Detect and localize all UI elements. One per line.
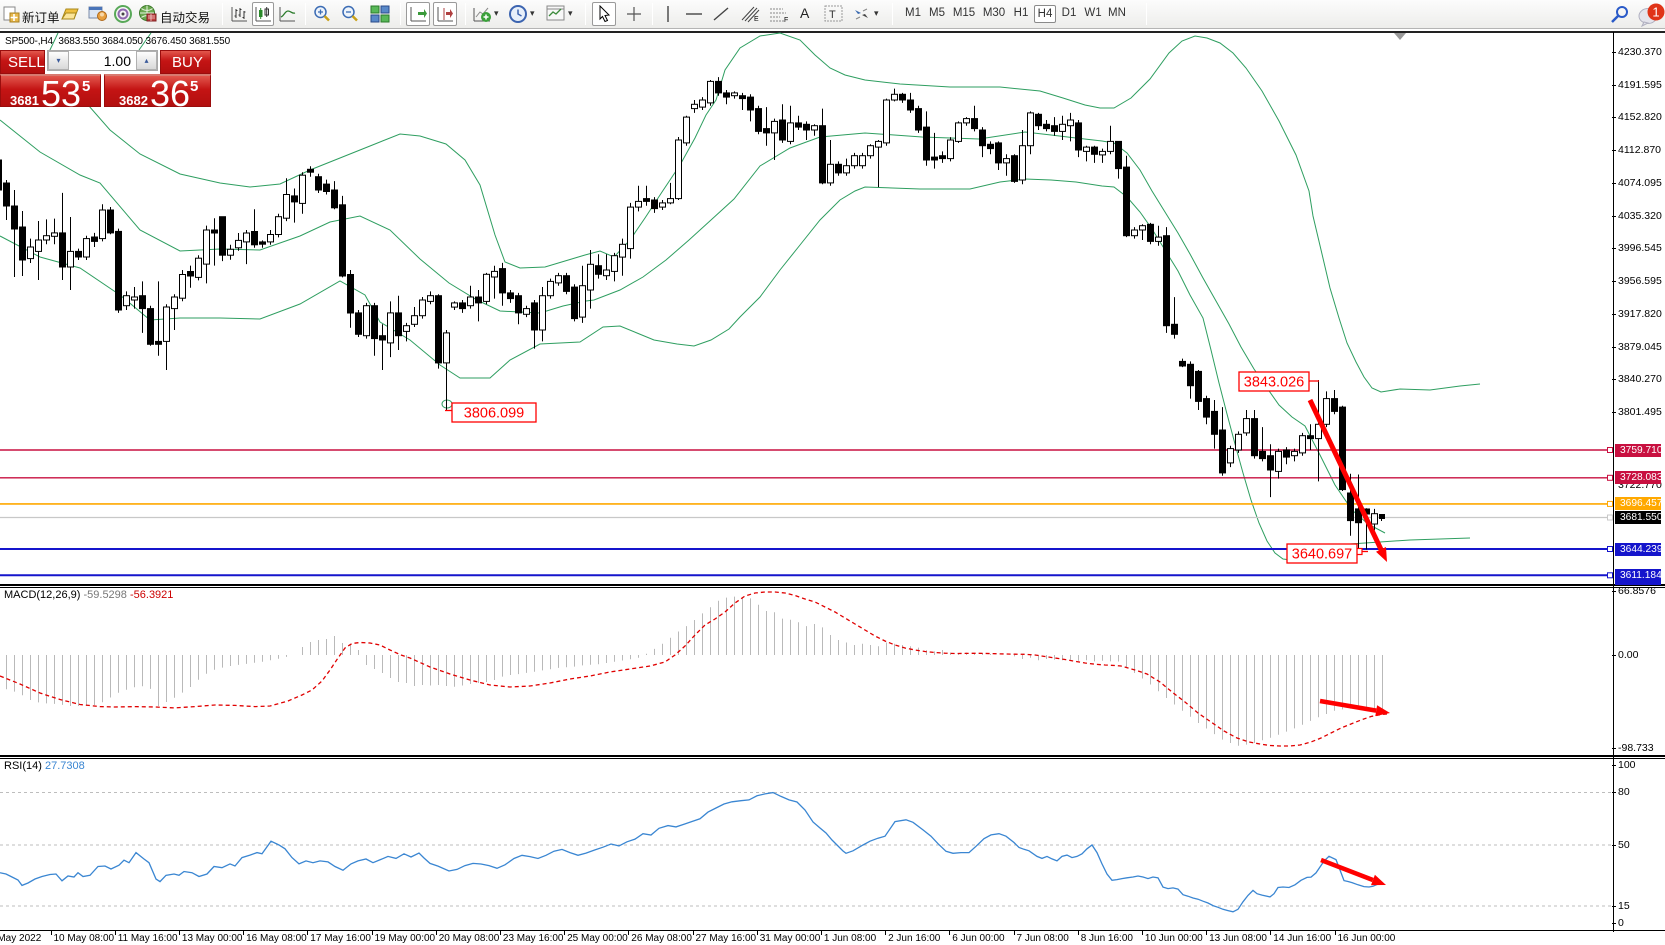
svg-text:E: E <box>754 16 759 23</box>
svg-text:3640.697: 3640.697 <box>1292 547 1352 563</box>
svg-text:1: 1 <box>1652 5 1659 20</box>
svg-text:3806.099: 3806.099 <box>464 406 524 422</box>
svg-text:F: F <box>784 17 788 23</box>
svg-text:T: T <box>829 9 836 21</box>
svg-text:3843.026: 3843.026 <box>1244 375 1304 391</box>
